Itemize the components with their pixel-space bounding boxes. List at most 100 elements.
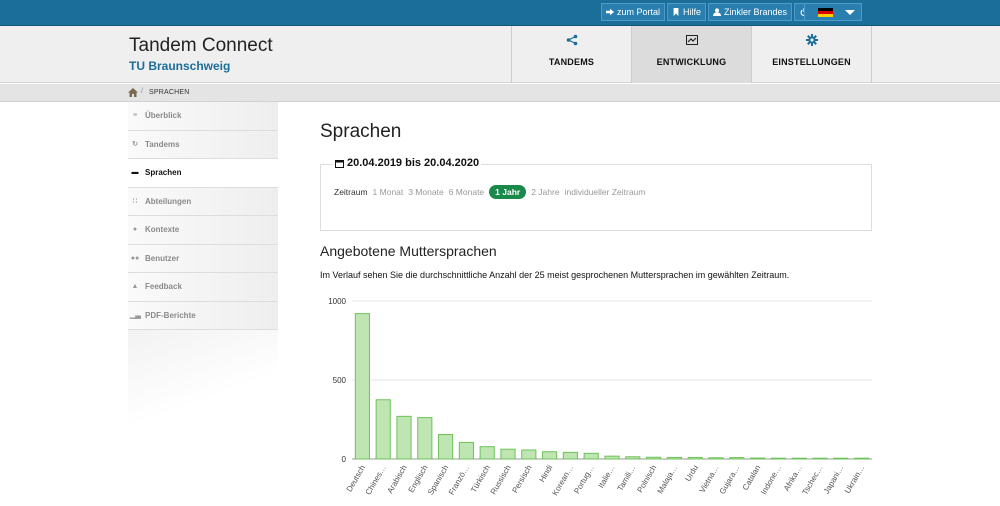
x-tick-label: Deutsch	[345, 464, 367, 494]
tab-einstellungen-label: EINSTELLUNGEN	[772, 57, 851, 67]
x-tick-label: Afrika…	[782, 464, 804, 493]
x-tick-label: Vietna…	[698, 464, 721, 495]
bar	[500, 448, 516, 460]
bar	[417, 417, 433, 460]
sidebar-item-label: Benutzer	[145, 253, 180, 263]
range-option-1-jahr[interactable]: 1 Jahr	[489, 185, 527, 199]
breadcrumb-separator: /	[141, 88, 143, 95]
bar-chart-icon: ▁▃	[130, 312, 141, 320]
bar	[562, 451, 578, 460]
tab-tandems-label: TANDEMS	[548, 57, 595, 67]
x-tick-label: Gujara…	[718, 464, 742, 496]
x-tick-label: Türkisch	[469, 464, 492, 495]
range-option-2-jahre[interactable]: 2 Jahre	[531, 187, 560, 197]
breadcrumb-current: SPRACHEN	[149, 89, 190, 96]
sidebar-item-label: Sprachen	[145, 168, 182, 178]
help-label: Hilfe	[683, 7, 702, 17]
header: Tandem Connect TU Braunschweig TANDEMS E…	[0, 26, 1000, 83]
globe-icon: ●	[132, 226, 138, 234]
refresh-icon: ↻	[132, 141, 138, 149]
app-title: Tandem Connect	[129, 35, 273, 56]
sidebar-shadow	[128, 330, 278, 440]
sidebar-item-feedback[interactable]: ▲ Feedback	[128, 273, 278, 302]
bar	[833, 457, 849, 460]
top-actions: zum Portal Hilfe Zinkler Brandes	[601, 3, 815, 21]
sidebar-item-pdf-berichte[interactable]: ▁▃ PDF-Berichte	[128, 301, 278, 330]
range-option-3-monate[interactable]: 3 Monate	[408, 187, 444, 197]
share-icon	[566, 34, 577, 46]
tab-einstellungen[interactable]: EINSTELLUNGEN	[751, 26, 872, 83]
flag-icon: ▬	[131, 169, 139, 177]
sidebar-item-sprachen[interactable]: ▬ Sprachen	[128, 159, 278, 188]
user-label: Zinkler Brandes	[724, 7, 788, 17]
bar	[729, 457, 745, 460]
x-tick-label: Urdu	[683, 464, 699, 484]
bookmark-icon	[673, 8, 679, 16]
x-tick-label: Russisch	[489, 464, 513, 497]
tab-tandems[interactable]: TANDEMS	[511, 26, 631, 83]
bar	[750, 457, 766, 460]
tab-entwicklung-label: ENTWICKLUNG	[656, 57, 727, 67]
range-label: Zeitraum	[334, 187, 368, 197]
help-button[interactable]: Hilfe	[667, 3, 707, 21]
caret-down-icon	[845, 9, 855, 15]
bar	[708, 457, 724, 460]
languages-bar-chart: 05001000DeutschChines…ArabischEnglischSp…	[328, 297, 872, 498]
german-flag-icon	[818, 7, 833, 17]
range-option-custom[interactable]: individueller Zeitraum	[564, 187, 646, 197]
bar	[687, 456, 703, 460]
sidebar-item-label: Überblick	[145, 111, 182, 121]
x-tick-label: Polnisch	[635, 464, 658, 495]
bar	[625, 456, 641, 460]
arrow-right-icon	[606, 8, 614, 16]
bar	[770, 457, 786, 460]
x-tick-label: Catalan	[741, 464, 763, 492]
sidebar-item-label: PDF-Berichte	[145, 310, 196, 320]
bar	[354, 313, 370, 460]
grid-icon: ∷	[132, 198, 138, 206]
sidebar-item-ueberblick[interactable]: ≡ Überblick	[128, 102, 278, 131]
section-description: Im Verlauf sehen Sie die durchschnittlic…	[320, 270, 790, 280]
breadcrumb: / SPRACHEN	[0, 84, 1000, 102]
x-tick-label: Malaja…	[656, 464, 680, 496]
bar	[604, 455, 620, 460]
sidebar-item-label: Tandems	[145, 139, 180, 149]
x-tick-label: Arabisch	[385, 464, 408, 495]
bar	[854, 457, 870, 460]
tab-entwicklung[interactable]: ENTWICKLUNG	[631, 26, 751, 83]
sidebar-item-tandems[interactable]: ↻ Tandems	[128, 130, 278, 159]
date-range-text: 20.04.2019 bis 20.04.2020	[347, 157, 480, 169]
calendar-icon	[335, 159, 344, 168]
bar	[438, 434, 454, 460]
portal-label: zum Portal	[617, 7, 661, 17]
sidebar-item-benutzer[interactable]: ●● Benutzer	[128, 244, 278, 273]
x-tick-label: Tschec…	[800, 464, 824, 497]
date-range-title: 20.04.2019 bis 20.04.2020	[333, 157, 482, 169]
x-tick-label: Franzö…	[447, 464, 471, 497]
y-tick-label: 500	[333, 376, 347, 385]
home-icon[interactable]	[128, 88, 138, 97]
page-title: Sprachen	[320, 121, 402, 142]
bar	[479, 446, 495, 460]
bar	[542, 451, 558, 460]
y-tick-label: 0	[342, 455, 347, 464]
x-tick-label: Korean…	[550, 464, 575, 498]
cog-icon	[805, 34, 818, 46]
user-button[interactable]: Zinkler Brandes	[708, 3, 793, 21]
x-tick-label: Persisch	[510, 464, 533, 495]
date-range-panel: 20.04.2019 bis 20.04.2020 Zeitraum 1 Mon…	[320, 157, 872, 231]
x-tick-label: Portug…	[572, 464, 596, 496]
portal-button[interactable]: zum Portal	[601, 3, 666, 21]
range-option-1-monat[interactable]: 1 Monat	[372, 187, 404, 197]
bar	[583, 452, 599, 460]
sidebar: ≡ Überblick ↻ Tandems ▬ Sprachen ∷ Abtei…	[128, 102, 278, 330]
sidebar-item-kontexte[interactable]: ● Kontexte	[128, 216, 278, 245]
bar	[666, 456, 682, 460]
x-tick-label: Italie…	[596, 464, 616, 490]
bar	[646, 456, 662, 460]
language-select[interactable]	[804, 3, 862, 21]
sidebar-item-abteilungen[interactable]: ∷ Abteilungen	[128, 187, 278, 216]
range-option-6-monate[interactable]: 6 Monate	[448, 187, 485, 197]
x-tick-label: Englisch	[407, 464, 430, 495]
sidebar-item-label: Kontexte	[145, 225, 180, 235]
